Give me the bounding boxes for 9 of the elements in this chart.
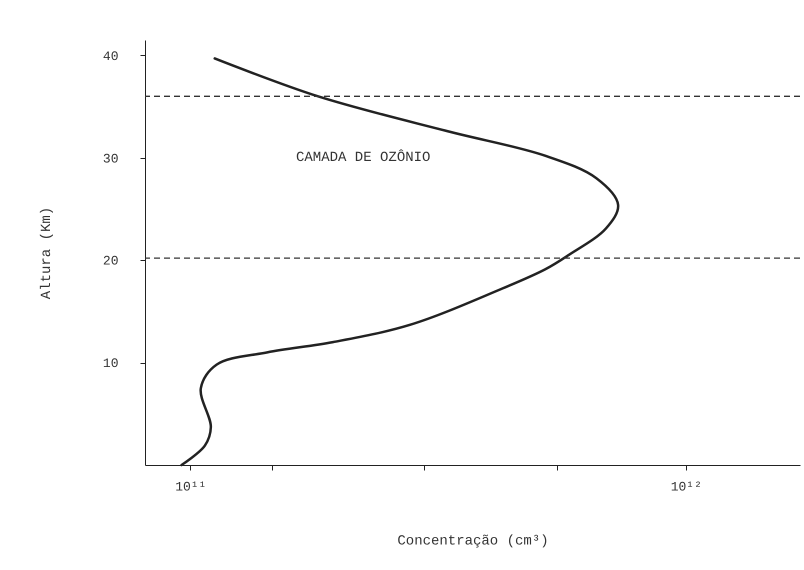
x-axis-title: Concentração (cm³) xyxy=(397,534,549,550)
y-axis-title: Altura (Km) xyxy=(38,206,55,300)
x-tick-label: 10¹¹ xyxy=(175,480,206,494)
y-tick-label: 40 xyxy=(102,48,118,64)
y-tick-label: 30 xyxy=(102,151,118,166)
y-tick-label: 10 xyxy=(102,356,118,372)
y-tick-label: 20 xyxy=(102,254,118,269)
annotation: CAMADA DE OZÔNIO xyxy=(296,149,430,166)
x-tick-label: 10¹² xyxy=(670,480,702,494)
